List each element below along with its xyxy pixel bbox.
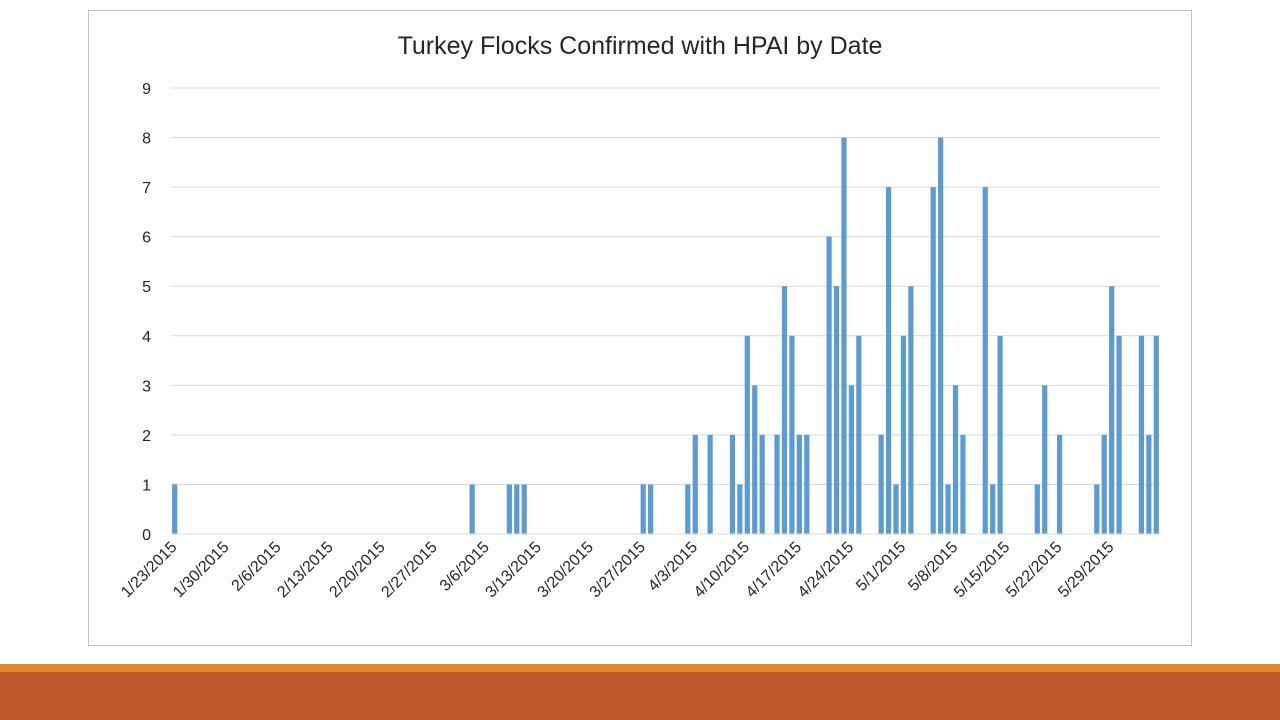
y-tick-label: 8 <box>142 131 151 148</box>
bar <box>1042 385 1048 534</box>
bar <box>856 335 862 534</box>
footer-band <box>0 672 1280 720</box>
y-axis-tick-labels: 0 1 2 3 4 5 6 7 8 9 <box>142 81 151 544</box>
gridlines <box>171 87 1160 485</box>
bar <box>648 484 654 534</box>
y-tick-label: 3 <box>142 378 151 395</box>
x-tick-label: 5/15/2015 <box>951 539 1013 601</box>
x-tick-label: 2/27/2015 <box>378 539 440 601</box>
bar <box>744 335 750 534</box>
bar <box>908 286 914 534</box>
x-tick-label: 3/20/2015 <box>535 539 597 601</box>
bar <box>1116 335 1122 534</box>
bar <box>1034 484 1040 534</box>
bar <box>960 434 966 534</box>
x-axis-tick-labels: 1/23/20151/30/20152/6/20152/13/20152/20/… <box>118 539 1117 601</box>
bar <box>640 484 646 534</box>
y-tick-label: 9 <box>142 81 151 98</box>
x-tick-label: 4/17/2015 <box>743 539 805 601</box>
x-tick-label: 5/22/2015 <box>1003 539 1065 601</box>
footer-accent-stripe <box>0 664 1280 672</box>
bar <box>774 434 780 534</box>
bar <box>1109 286 1115 534</box>
bar <box>804 434 810 534</box>
chart-svg: Turkey Flocks Confirmed with HPAI by Dat… <box>118 32 1160 601</box>
y-tick-label: 7 <box>142 180 151 197</box>
bar <box>930 187 936 535</box>
chart-title: Turkey Flocks Confirmed with HPAI by Dat… <box>398 32 883 60</box>
bar <box>685 484 691 534</box>
y-tick-label: 6 <box>142 230 151 247</box>
bar <box>952 385 959 534</box>
bar <box>900 335 907 534</box>
bar <box>938 137 944 534</box>
bar <box>752 385 758 534</box>
bar <box>729 434 736 534</box>
y-tick-label: 4 <box>142 329 151 346</box>
bar <box>707 434 713 534</box>
bar <box>1057 434 1063 534</box>
bar <box>1094 484 1100 534</box>
bar <box>945 484 951 534</box>
y-tick-label: 0 <box>142 527 151 544</box>
bar <box>172 484 178 534</box>
chart-frame: Turkey Flocks Confirmed with HPAI by Dat… <box>88 10 1192 646</box>
bar <box>781 286 788 534</box>
x-tick-label: 3/27/2015 <box>587 539 649 601</box>
bar <box>796 434 802 534</box>
bar <box>469 484 475 534</box>
bar <box>833 286 840 534</box>
x-tick-label: 3/13/2015 <box>483 539 545 601</box>
y-tick-label: 5 <box>142 279 151 296</box>
x-tick-label: 1/23/2015 <box>118 539 180 601</box>
x-tick-label: 2/13/2015 <box>274 539 336 601</box>
bar <box>514 484 520 534</box>
bar <box>885 187 892 535</box>
bar <box>521 484 527 534</box>
bar <box>737 484 743 534</box>
bar <box>692 434 698 534</box>
bar <box>1101 434 1107 534</box>
bar <box>997 335 1003 534</box>
bar <box>848 385 854 534</box>
bar <box>1138 335 1145 534</box>
y-tick-label: 1 <box>142 477 151 494</box>
bars <box>172 137 1159 535</box>
x-tick-label: 4/24/2015 <box>795 539 857 601</box>
bar <box>990 484 996 534</box>
x-tick-label: 5/1/2015 <box>853 539 909 595</box>
bar <box>878 434 884 534</box>
bar <box>1146 434 1152 534</box>
x-tick-label: 4/10/2015 <box>691 539 753 601</box>
bar <box>759 434 765 534</box>
bar <box>1153 335 1159 534</box>
y-tick-label: 2 <box>142 428 151 445</box>
x-tick-label: 1/30/2015 <box>170 539 232 601</box>
bar <box>506 484 512 534</box>
x-tick-label: 5/29/2015 <box>1055 539 1117 601</box>
bar <box>841 137 847 534</box>
bar <box>893 484 899 534</box>
bar <box>826 236 832 535</box>
bar <box>789 335 795 534</box>
x-tick-label: 2/20/2015 <box>326 539 388 601</box>
bar <box>982 187 988 535</box>
